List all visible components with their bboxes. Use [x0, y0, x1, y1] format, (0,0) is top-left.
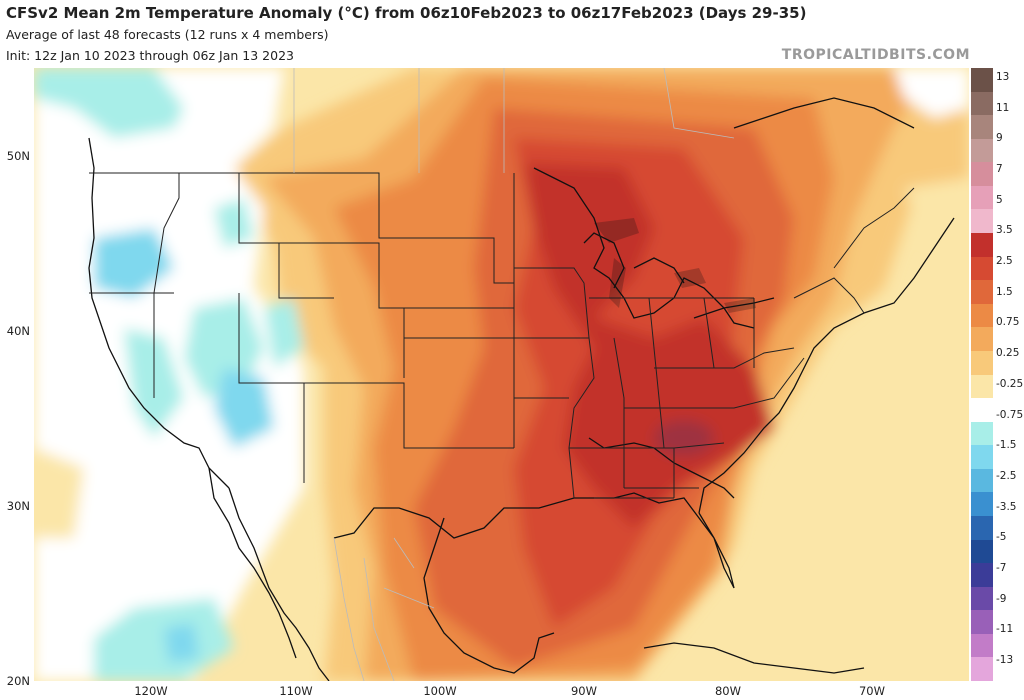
colorbar-label: -2.5: [996, 469, 1017, 482]
lon-label-100w: 100W: [423, 684, 457, 698]
anomaly-map: [34, 68, 969, 681]
lon-label-70w: 70W: [858, 684, 885, 698]
colorbar-label: 2.5: [996, 255, 1013, 268]
colorbar-segment: [971, 633, 993, 658]
great-lakes: [594, 218, 756, 313]
colorbar-segment: [971, 539, 993, 564]
colorbar-label: 0.75: [996, 316, 1020, 329]
colorbar-segment: [971, 233, 993, 258]
lat-label-50n: 50N: [6, 149, 30, 163]
map-subtitle: Average of last 48 forecasts (12 runs x …: [6, 27, 329, 42]
colorbar-segment: [971, 468, 993, 493]
colorbar-segment: [971, 374, 993, 399]
colorbar: [971, 68, 993, 682]
colorbar-label: 7: [996, 163, 1003, 176]
colorbar-segment: [971, 327, 993, 352]
colorbar-segment: [971, 421, 993, 446]
colorbar-label: -13: [996, 654, 1014, 666]
colorbar-segment: [971, 350, 993, 375]
colorbar-segment: [971, 657, 993, 682]
temperature-field: [34, 68, 969, 681]
colorbar-segment: [971, 209, 993, 234]
colorbar-segment: [971, 91, 993, 116]
canada-mexico-borders: [293, 68, 735, 681]
colorbar-label: 1.5: [996, 285, 1013, 298]
colorbar-segment: [971, 138, 993, 163]
colorbar-segment: [971, 162, 993, 187]
colorbar-label: -5: [996, 531, 1007, 544]
colorbar-label: -0.25: [996, 377, 1024, 390]
colorbar-segment: [971, 280, 993, 305]
state-borders: [89, 172, 915, 499]
colorbar-segment: [971, 185, 993, 210]
lon-label-120w: 120W: [134, 684, 168, 698]
init-time: Init: 12z Jan 10 2023 through 06z Jan 13…: [6, 48, 294, 63]
colorbar-label: -3.5: [996, 500, 1017, 513]
colorbar-segment: [971, 610, 993, 635]
colorbar-segment: [971, 303, 993, 328]
colorbar-label: 11: [996, 101, 1010, 114]
colorbar-segment: [971, 115, 993, 140]
colorbar-label: -1.5: [996, 439, 1017, 452]
colorbar-label: 0.25: [996, 347, 1020, 360]
colorbar-segment: [971, 586, 993, 611]
lat-label-40n: 40N: [6, 324, 30, 338]
lat-label-30n: 30N: [6, 499, 30, 513]
colorbar-segment: [971, 515, 993, 541]
colorbar-label: -9: [996, 592, 1007, 605]
colorbar-segment: [971, 563, 993, 588]
colorbar-segment: [971, 445, 993, 470]
credit-watermark: TROPICALTIDBITS.COM: [781, 47, 970, 63]
lon-label-90w: 90W: [570, 684, 597, 698]
colorbar-label: 9: [996, 132, 1003, 145]
colorbar-label: -11: [996, 623, 1014, 636]
coastlines: [88, 97, 955, 681]
colorbar-segment: [971, 68, 993, 93]
lat-label-20n: 20N: [6, 674, 30, 688]
map-title: CFSv2 Mean 2m Temperature Anomaly (°C) f…: [6, 4, 807, 22]
lon-label-110w: 110W: [279, 684, 313, 698]
lon-label-80w: 80W: [714, 684, 741, 698]
colorbar-label: -7: [996, 561, 1007, 574]
colorbar-label: 3.5: [996, 224, 1013, 237]
colorbar-segment: [971, 492, 993, 517]
colorbar-label: 5: [996, 193, 1003, 206]
colorbar-segment: [971, 398, 993, 423]
colorbar-label: 13: [996, 71, 1010, 83]
colorbar-label: -0.75: [996, 408, 1024, 421]
colorbar-segment: [971, 256, 993, 281]
